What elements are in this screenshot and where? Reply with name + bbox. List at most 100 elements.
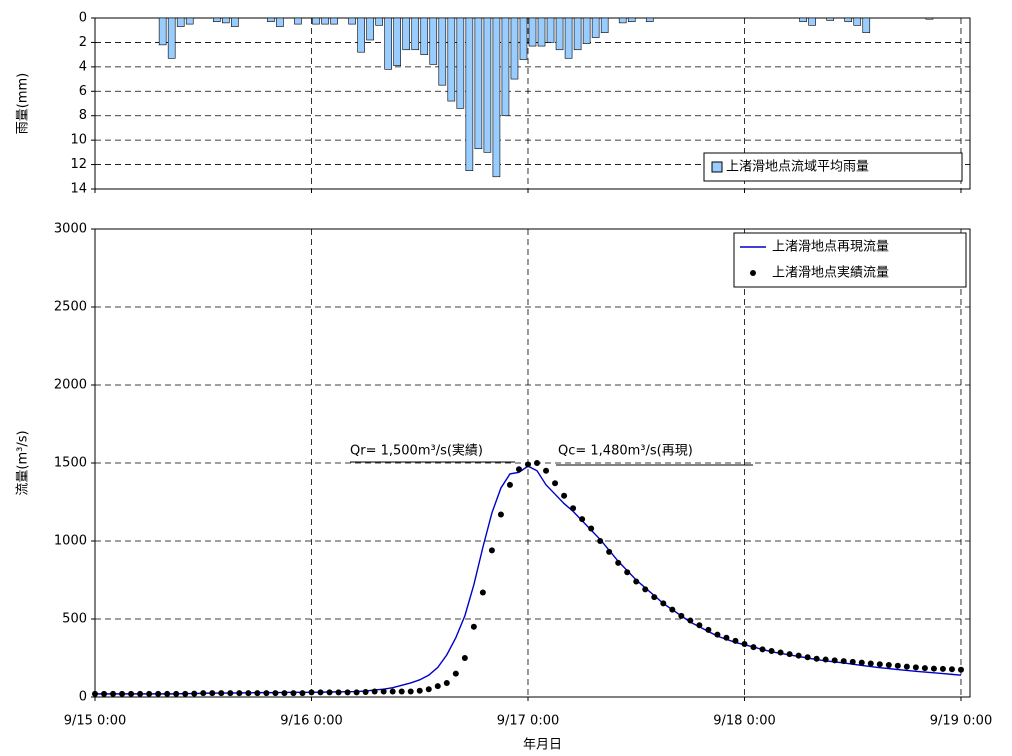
point [687,617,694,624]
point [903,663,910,670]
point [813,655,820,662]
bar [573,17,582,51]
point [200,690,207,697]
point [570,505,577,512]
y-tick-label: 3000 [54,222,87,237]
point [461,655,468,661]
point [389,688,396,695]
bar [925,17,934,20]
point [795,652,802,659]
bar [158,17,167,46]
point [705,626,712,633]
bar [528,17,537,47]
bar [348,17,356,25]
x-tick-label: 9/19 0:00 [930,714,993,729]
point [227,690,234,697]
point [858,659,865,666]
point [434,683,441,690]
point [894,662,901,669]
point [741,640,748,647]
point [768,647,775,654]
bar [330,17,338,25]
point [948,666,955,673]
bar [844,17,853,22]
bar [492,17,501,178]
point [759,646,766,653]
bar [564,17,573,59]
point [299,690,306,697]
point [786,651,793,658]
point [876,661,883,668]
point [101,690,108,697]
y-tick-label: 500 [62,612,87,627]
bar [312,17,320,25]
point [308,689,315,696]
bar [375,17,383,26]
bar [321,17,329,25]
point [642,586,649,593]
point [732,637,739,644]
point [777,649,784,656]
point [723,634,730,641]
point [624,569,631,576]
bar [465,17,474,171]
point [344,689,351,696]
point [173,690,180,697]
x-tick-label: 9/17 0:00 [497,714,560,729]
bar [420,17,429,55]
bar [853,17,862,26]
point [236,690,243,697]
x-axis-label: 年月日 [523,738,562,753]
point [380,688,387,695]
legend-label: 上渚滑地点再現流量 [772,240,889,255]
y-tick-label: 1000 [54,534,87,549]
point [272,690,279,697]
point [497,511,504,518]
bar [384,17,392,70]
bar [267,17,275,22]
legend-box [733,232,967,288]
y-axis-label: 雨量(mm) [16,73,31,134]
point [362,689,369,696]
legend-swatch [711,161,723,173]
bar [176,17,185,27]
point [939,665,946,672]
point [633,578,640,585]
bar [546,17,555,43]
point [407,688,414,695]
bar [402,17,411,51]
bar [366,17,374,41]
point [615,559,622,566]
point [155,690,162,697]
annotation: Qr= 1,500m³/s(実績) [350,443,483,459]
point [191,690,198,697]
point [281,690,288,697]
point [92,690,98,697]
bar [483,17,492,153]
point [714,631,721,638]
point [597,538,604,544]
point [552,480,559,487]
y-tick-label: 0 [79,690,87,705]
bar [438,17,447,86]
point [326,689,333,696]
bar [276,17,284,27]
bar [862,17,871,33]
point [164,690,171,697]
point [245,690,252,697]
x-tick-label: 9/16 0:00 [280,714,343,729]
bar [645,17,654,22]
bar [474,17,483,149]
bar [582,17,591,44]
bar [185,17,194,25]
point [912,664,919,671]
point [588,525,595,532]
point [921,665,928,672]
point [561,492,568,499]
point [110,690,117,697]
bar [618,17,627,24]
point [669,606,676,613]
point [534,460,541,466]
bar [221,17,230,24]
y-tick-label: 2 [79,35,87,50]
